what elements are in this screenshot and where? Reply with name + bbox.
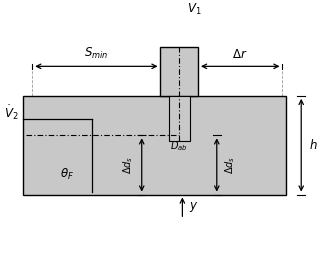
Bar: [161, 47, 198, 96]
Text: $\Delta r$: $\Delta r$: [233, 48, 248, 61]
Text: $h$: $h$: [309, 138, 318, 152]
Text: $y$: $y$: [188, 200, 198, 214]
Text: $S_{min}$: $S_{min}$: [84, 46, 108, 61]
Text: $\Delta d_s$: $\Delta d_s$: [122, 156, 135, 174]
Text: $\dot{V}_2$: $\dot{V}_2$: [4, 103, 18, 122]
Text: $\dot{V}_1$: $\dot{V}_1$: [187, 0, 202, 18]
Bar: [23, 96, 285, 195]
Bar: [169, 96, 189, 141]
Text: $D_{ab}$: $D_{ab}$: [171, 140, 188, 154]
Text: $\theta_F$: $\theta_F$: [60, 167, 74, 182]
Text: $\Delta d_s$: $\Delta d_s$: [223, 156, 237, 174]
